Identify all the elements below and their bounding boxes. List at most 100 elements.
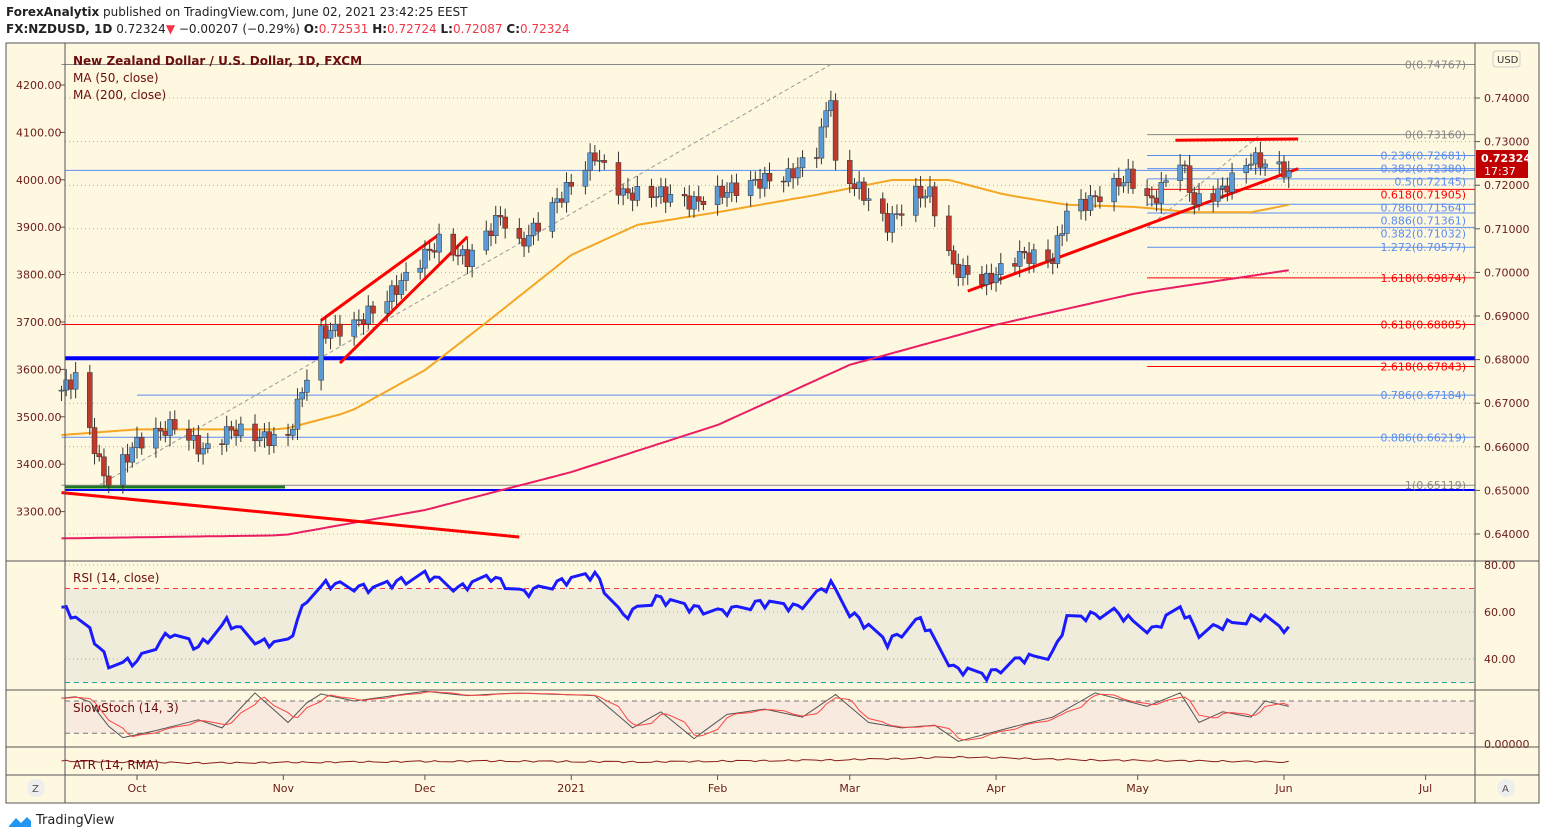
stoch-k-line[interactable] <box>61 690 1289 742</box>
candle[interactable] <box>1186 154 1193 202</box>
candle[interactable] <box>917 176 924 208</box>
candle[interactable] <box>898 204 905 227</box>
candle[interactable] <box>648 178 655 208</box>
candle[interactable] <box>492 205 499 244</box>
candle[interactable] <box>1149 186 1155 207</box>
candle[interactable] <box>96 444 102 462</box>
chart-canvas[interactable]: 0(0.74767)0(0.73160)0.236(0.72681)0.382(… <box>0 0 1545 810</box>
candle[interactable] <box>1158 171 1165 214</box>
candle[interactable] <box>1196 183 1202 211</box>
candle[interactable] <box>337 314 343 346</box>
candle[interactable] <box>87 364 93 436</box>
candle[interactable] <box>625 177 631 200</box>
candle[interactable] <box>964 255 971 285</box>
candle[interactable] <box>587 143 593 181</box>
candle[interactable] <box>799 150 806 177</box>
candle[interactable] <box>634 175 641 207</box>
candle[interactable] <box>157 421 164 441</box>
candle[interactable] <box>72 362 79 399</box>
candle[interactable] <box>526 224 532 253</box>
candle[interactable] <box>516 218 523 244</box>
candle[interactable] <box>795 157 801 186</box>
candle[interactable] <box>1111 173 1117 212</box>
candle[interactable] <box>327 322 334 350</box>
candle[interactable] <box>582 161 589 195</box>
trend-line[interactable] <box>320 233 440 322</box>
candle[interactable] <box>120 447 126 494</box>
candle[interactable] <box>1229 162 1235 200</box>
candle[interactable] <box>747 171 754 207</box>
candle[interactable] <box>535 212 541 241</box>
currency-button-label[interactable]: USD <box>1497 55 1519 66</box>
candle[interactable] <box>1064 202 1070 242</box>
candle[interactable] <box>568 173 575 195</box>
candle[interactable] <box>861 177 867 206</box>
candle[interactable] <box>846 149 853 193</box>
candle[interactable] <box>318 319 324 391</box>
candle[interactable] <box>889 205 895 243</box>
candle[interactable] <box>653 186 659 207</box>
candle[interactable] <box>58 385 65 402</box>
candle[interactable] <box>1144 179 1150 207</box>
atr-line[interactable] <box>61 755 1289 765</box>
candle[interactable] <box>1097 185 1103 209</box>
rsi-line[interactable] <box>61 569 1290 684</box>
auto-scale-button[interactable]: A <box>1497 779 1515 797</box>
candle[interactable] <box>1116 167 1122 196</box>
candle[interactable] <box>252 414 258 452</box>
ma50-legend[interactable]: MA (50, close) <box>73 71 159 85</box>
candle[interactable] <box>398 273 405 300</box>
candle[interactable] <box>1215 179 1221 208</box>
candle[interactable] <box>1045 239 1051 269</box>
ma200-legend[interactable]: MA (200, close) <box>73 88 166 102</box>
trend-line[interactable] <box>967 167 1299 293</box>
candle[interactable] <box>1262 159 1268 177</box>
candle[interactable] <box>271 427 277 454</box>
candle[interactable] <box>913 178 919 223</box>
candle[interactable] <box>998 252 1004 285</box>
candle[interactable] <box>695 185 702 212</box>
candle[interactable] <box>186 419 192 451</box>
trend-line[interactable] <box>1175 137 1299 142</box>
candle[interactable] <box>91 418 98 465</box>
candle[interactable] <box>549 197 556 239</box>
candle[interactable] <box>1059 224 1065 247</box>
candle[interactable] <box>1257 141 1264 176</box>
candle[interactable] <box>1182 160 1188 174</box>
candle[interactable] <box>304 369 310 401</box>
candle[interactable] <box>700 196 707 211</box>
candle[interactable] <box>403 262 409 292</box>
zoom-button-label[interactable]: Z <box>32 784 39 795</box>
currency-button[interactable]: USD <box>1492 50 1521 68</box>
ma200-line[interactable] <box>61 269 1289 540</box>
candle[interactable] <box>290 423 296 441</box>
candle[interactable] <box>436 223 442 264</box>
candle[interactable] <box>384 290 390 322</box>
rsi-legend[interactable]: RSI (14, close) <box>73 571 159 585</box>
candle[interactable] <box>615 151 622 205</box>
candle[interactable] <box>228 420 235 440</box>
candle[interactable] <box>946 205 952 257</box>
candle[interactable] <box>681 187 688 207</box>
candle[interactable] <box>1248 153 1254 170</box>
candle[interactable] <box>238 416 244 442</box>
candle[interactable] <box>205 432 211 454</box>
candle[interactable] <box>592 145 598 166</box>
candle[interactable] <box>950 245 957 275</box>
candle[interactable] <box>1163 174 1169 188</box>
candle[interactable] <box>200 442 206 465</box>
candle[interactable] <box>1130 160 1136 194</box>
candle[interactable] <box>1092 190 1098 208</box>
candle[interactable] <box>417 259 423 280</box>
candle[interactable] <box>455 244 461 266</box>
fib-diagonal[interactable] <box>98 63 832 486</box>
trend-line[interactable] <box>338 235 469 365</box>
candle[interactable] <box>766 162 773 190</box>
atr-legend[interactable]: ATR (14, RMA) <box>73 758 159 772</box>
candle[interactable] <box>256 428 263 447</box>
candle[interactable] <box>1054 226 1061 269</box>
candle[interactable] <box>497 206 504 226</box>
stoch-d-line[interactable] <box>61 691 1289 741</box>
candle[interactable] <box>422 240 428 278</box>
candle[interactable] <box>223 415 230 452</box>
